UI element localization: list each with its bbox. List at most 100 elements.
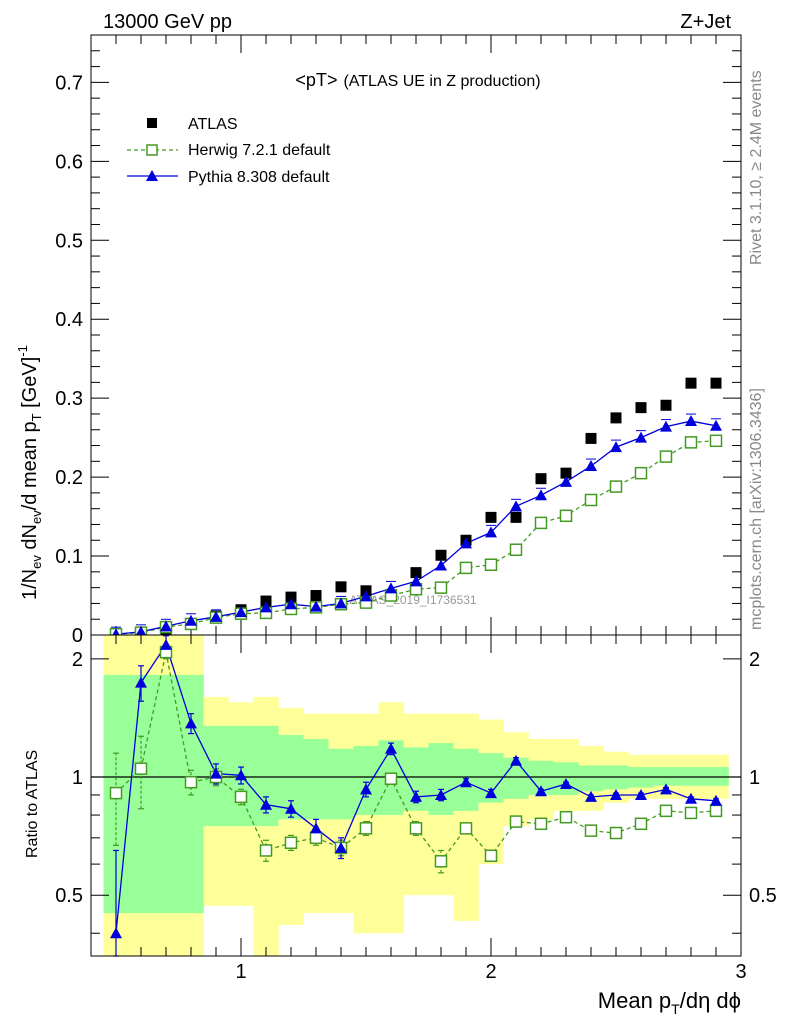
pythia-point (210, 610, 222, 622)
green-band-bin (353, 745, 379, 816)
plot-title: <pT> (ATLAS UE in Z production) (295, 70, 540, 90)
atlas-point (510, 511, 522, 523)
pythia-point (135, 625, 147, 637)
legend-pythia-label: Pythia 8.308 default (188, 169, 330, 186)
main-y-tick-label: 0.6 (55, 151, 83, 173)
main-y-tick-label: 0.7 (55, 72, 83, 94)
herwig-ratio-point (609, 826, 623, 840)
herwig-point (684, 436, 698, 449)
main-y-tick-labels: 0 0.1 0.2 0.3 0.4 0.5 0.6 0.7 (55, 72, 83, 647)
herwig-ratio-point (134, 762, 148, 775)
herwig-point (634, 466, 648, 480)
herwig-ratio-point (384, 772, 398, 785)
herwig-ratio-point (534, 817, 548, 831)
atlas-point (335, 581, 347, 593)
ratio-y-tick-label-right: 1 (749, 767, 760, 789)
pythia-ratio-point (110, 927, 122, 939)
herwig-ratio-point (684, 806, 698, 820)
pythia-ratio-point (235, 769, 247, 781)
herwig-point (609, 480, 623, 493)
herwig-ratio-point (659, 804, 673, 818)
main-y-tick-label: 0.3 (55, 388, 83, 410)
herwig-ratio-point (634, 817, 648, 831)
herwig-ratio-point (509, 815, 523, 828)
ratio-y-tick-label-right: 2 (749, 649, 760, 671)
atlas-point (485, 511, 497, 523)
pythia-ratio-point (560, 777, 572, 789)
main-axis-ticks (91, 34, 742, 636)
pythia-ratio-point (485, 787, 497, 799)
plot-title-main: <pT> (295, 70, 337, 90)
ratio-y-tick-label: 0.5 (55, 885, 83, 907)
atlas-point (560, 467, 572, 479)
green-band-bin (578, 765, 604, 792)
pythia-ratio-point (635, 788, 647, 800)
analysis-watermark: ATLAS_2019_I1736531 (349, 593, 477, 607)
green-band-bin (128, 674, 154, 914)
green-band-bin (153, 674, 179, 914)
atlas-point (635, 402, 647, 414)
legend-atlas-marker (147, 118, 157, 128)
ratio-y-tick-label: 2 (72, 649, 83, 671)
pythia-point (435, 559, 447, 571)
energy-label: 13000 GeV pp (103, 11, 232, 33)
herwig-point (534, 516, 548, 530)
pythia-ratio-point (460, 776, 472, 788)
green-band-bin (428, 743, 454, 816)
yellow-band-bin (378, 702, 404, 934)
ratio-plot-frame (90, 634, 742, 957)
main-data-layer (109, 377, 723, 641)
pythia-point (535, 489, 547, 501)
pythia-point (635, 431, 647, 443)
herwig-ratio-point (409, 822, 423, 835)
herwig-ratio-point (234, 790, 248, 804)
process-label: Z+Jet (680, 11, 731, 33)
pythia-ratio-point (335, 841, 347, 853)
main-y-tick-label: 0.4 (55, 309, 83, 331)
herwig-ratio-point (359, 822, 373, 835)
green-band-bin (303, 738, 329, 820)
ratio-x-tick-label: 2 (485, 961, 496, 983)
pythia-ratio-point (585, 790, 597, 802)
atlas-point (710, 377, 722, 389)
pythia-ratio-point (660, 783, 672, 795)
atlas-point (610, 412, 622, 424)
atlas-point (260, 595, 272, 607)
pythia-point (235, 606, 247, 618)
main-y-tick-label: 0.2 (55, 467, 83, 489)
ratio-y-tick-label-right: 0.5 (749, 885, 777, 907)
pythia-point (360, 590, 372, 602)
pythia-point (560, 475, 572, 487)
herwig-ratio-point (584, 824, 598, 837)
pythia-ratio-point (410, 790, 422, 802)
herwig-ratio-point (309, 831, 323, 845)
herwig-point (434, 581, 448, 594)
pythia-point (410, 575, 422, 587)
atlas-point (410, 567, 422, 579)
herwig-ratio-point (259, 844, 273, 857)
herwig-point (459, 561, 473, 575)
herwig-point (709, 434, 723, 448)
pythia-ratio-point (710, 794, 722, 806)
pythia-point (710, 419, 722, 431)
legend-pythia-marker (146, 170, 158, 181)
ratio-y-tick-labels: 0.5 0.5 1 1 2 2 (55, 649, 777, 907)
pythia-ratio-point (310, 822, 322, 834)
pythia-ratio-point (210, 767, 222, 779)
legend-atlas-label: ATLAS (188, 116, 238, 133)
herwig-point (659, 450, 673, 463)
pythia-point (260, 601, 272, 613)
herwig-point (484, 558, 498, 571)
green-band-bin (328, 748, 354, 820)
mcplots-label: mcplots.cern.ch [arXiv:1306.3436] (748, 388, 765, 630)
atlas-point (660, 399, 672, 411)
main-y-axis-label: 1/Nev dNev/d mean pT [GeV]-1 (15, 345, 44, 600)
pythia-ratio-point (360, 783, 372, 795)
ratio-y-axis-label: Ratio to ATLAS (24, 750, 41, 858)
ratio-plot-panel: 0.5 0.5 1 1 2 2 1 2 3 Ratio to ATLAS Mean pT/dη… (24, 634, 777, 1017)
herwig-point (559, 509, 573, 523)
atlas-point (285, 591, 297, 603)
ratio-axis-ticks (91, 635, 742, 956)
ratio-data-layer (109, 635, 723, 957)
pythia-ratio-point (135, 676, 147, 688)
